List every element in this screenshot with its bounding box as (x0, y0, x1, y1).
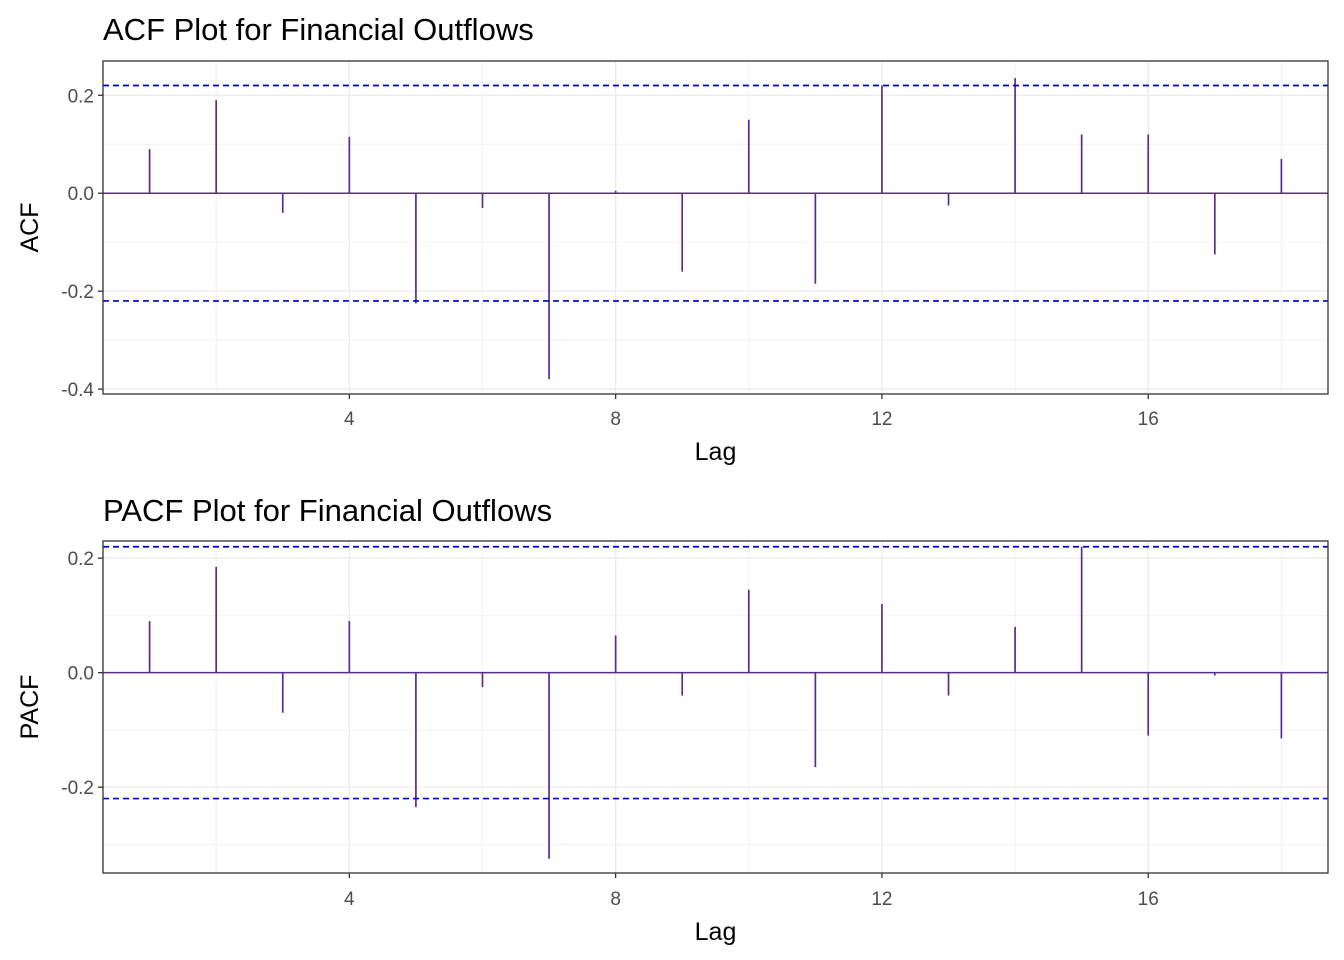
pacf-panel: PACF Plot for Financial Outflows -0.2 0.0 0… (16, 493, 1329, 946)
acf-plot-background (103, 61, 1328, 394)
acf-x-tick-label: 4 (344, 409, 355, 430)
pacf-y-tick-label: -0.2 (61, 778, 94, 799)
acf-y-axis-title: ACF (16, 203, 44, 253)
pacf-x-tick-label: 4 (344, 889, 355, 910)
acf-x-tick-label: 16 (1138, 409, 1159, 430)
acf-chart-title: ACF Plot for Financial Outflows (103, 12, 534, 47)
pacf-plot-background (103, 541, 1328, 873)
pacf-x-tick-label: 8 (610, 889, 621, 910)
pacf-plot-border (102, 540, 1329, 874)
pacf-y-tick-label: 0.2 (68, 549, 94, 570)
pacf-y-tick-label: 0.0 (68, 664, 94, 685)
pacf-x-tick-label: 16 (1138, 889, 1159, 910)
acf-panel: ACF Plot for Financial Outflows -0.4 -0.2 0… (16, 12, 1329, 466)
pacf-x-axis-title: Lag (695, 918, 737, 946)
pacf-chart-title: PACF Plot for Financial Outflows (103, 493, 552, 528)
acf-x-tick-label: 8 (610, 409, 621, 430)
pacf-y-axis-title: PACF (16, 675, 44, 740)
acf-y-tick-label: 0.2 (68, 86, 94, 107)
acf-y-tick-label: -0.2 (61, 282, 94, 303)
acf-plot-border (102, 60, 1329, 395)
acf-y-tick-label: -0.4 (61, 380, 94, 401)
acf-x-axis-title: Lag (695, 438, 737, 466)
acf-y-tick-label: 0.0 (68, 184, 94, 205)
acf-x-tick-label: 12 (871, 409, 892, 430)
pacf-x-tick-label: 12 (871, 889, 892, 910)
